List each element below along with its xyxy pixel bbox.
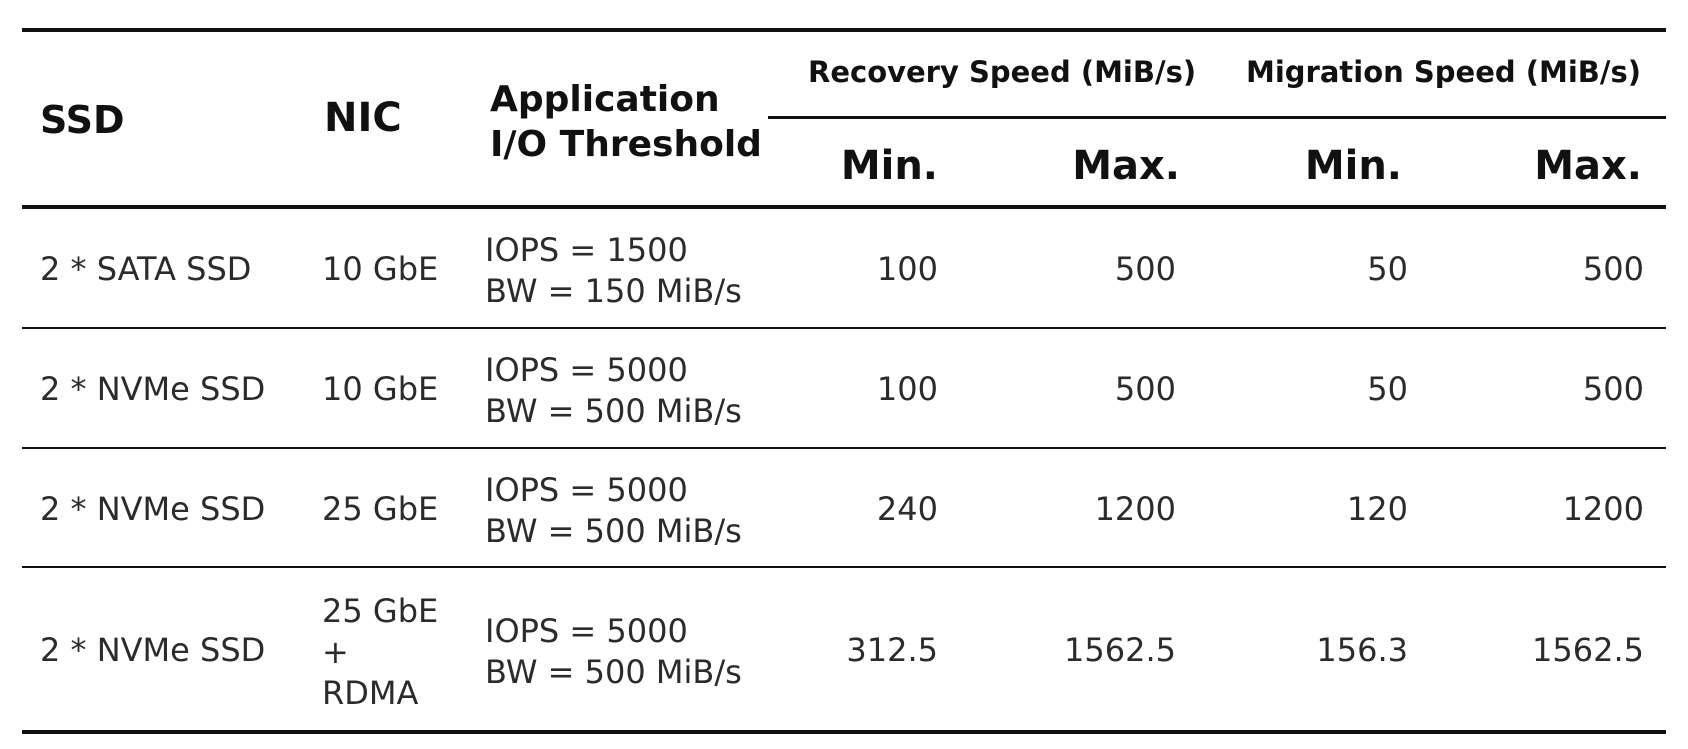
header-application-line1: Application xyxy=(490,79,720,120)
row-divider xyxy=(22,327,1666,329)
table-row-migration-max: 500 xyxy=(1582,370,1644,408)
header-migration-max: Max. xyxy=(1534,143,1642,189)
table-row-recovery-min: 312.5 xyxy=(846,631,938,669)
table-row-recovery-max: 500 xyxy=(1114,370,1176,408)
table-row-recovery-max: 1562.5 xyxy=(1064,631,1176,669)
table-row-nic: 25 GbE + RDMA xyxy=(322,591,438,714)
table-row-iops: IOPS = 5000 xyxy=(485,612,688,650)
header-migration-speed: Migration Speed (MiB/s) xyxy=(1246,55,1641,89)
header-application: Application I/O Threshold xyxy=(490,77,762,167)
table-row-threshold: IOPS = 5000 BW = 500 MiB/s xyxy=(485,611,742,693)
table-row-migration-max: 1562.5 xyxy=(1532,631,1644,669)
header-recovery-min: Min. xyxy=(840,143,938,189)
top-rule xyxy=(22,28,1666,32)
table-row-migration-min: 120 xyxy=(1346,490,1408,528)
table-row-recovery-min: 100 xyxy=(876,250,938,288)
header-recovery-max: Max. xyxy=(1072,143,1180,189)
table-row-recovery-max: 500 xyxy=(1114,250,1176,288)
table-row-migration-min: 50 xyxy=(1367,370,1408,408)
header-application-line2: I/O Threshold xyxy=(490,124,762,165)
table-row-recovery-min: 100 xyxy=(876,370,938,408)
table-row-nic-line1: 25 GbE xyxy=(322,592,439,630)
table-row-recovery-min: 240 xyxy=(876,490,938,528)
table-row-bw: BW = 500 MiB/s xyxy=(485,653,742,691)
header-recovery-speed: Recovery Speed (MiB/s) xyxy=(808,55,1197,89)
table-row-ssd: 2 * NVMe SSD xyxy=(40,370,266,408)
table-row-ssd: 2 * NVMe SSD xyxy=(40,631,266,669)
table-row-bw: BW = 150 MiB/s xyxy=(485,272,742,310)
header-migration-min: Min. xyxy=(1304,143,1402,189)
table-row-nic: 10 GbE xyxy=(322,370,439,408)
header-ssd: SSD xyxy=(40,98,125,142)
table-row-nic-line3: RDMA xyxy=(322,674,419,712)
row-divider xyxy=(22,566,1666,568)
table-row-ssd: 2 * SATA SSD xyxy=(40,250,252,288)
table-row-migration-max: 1200 xyxy=(1562,490,1644,528)
table-row-migration-min: 50 xyxy=(1367,250,1408,288)
table-row-threshold: IOPS = 5000 BW = 500 MiB/s xyxy=(485,350,742,432)
table-row-threshold: IOPS = 5000 BW = 500 MiB/s xyxy=(485,470,742,552)
table-row-iops: IOPS = 5000 xyxy=(485,351,688,389)
table-row-bw: BW = 500 MiB/s xyxy=(485,512,742,550)
table-row-migration-max: 500 xyxy=(1582,250,1644,288)
table-row-recovery-max: 1200 xyxy=(1094,490,1176,528)
bottom-rule xyxy=(22,730,1666,734)
table-row-migration-min: 156.3 xyxy=(1316,631,1408,669)
table-row-threshold: IOPS = 1500 BW = 150 MiB/s xyxy=(485,230,742,312)
header-nic: NIC xyxy=(324,95,402,141)
table-row-nic-line2: + xyxy=(322,633,349,671)
table-row-ssd: 2 * NVMe SSD xyxy=(40,490,266,528)
table-row-nic: 25 GbE xyxy=(322,490,439,528)
table-row-iops: IOPS = 5000 xyxy=(485,471,688,509)
table-row-nic: 10 GbE xyxy=(322,250,439,288)
table-row-iops: IOPS = 1500 xyxy=(485,231,688,269)
group-rule xyxy=(768,116,1666,119)
row-divider xyxy=(22,447,1666,449)
table-row-bw: BW = 500 MiB/s xyxy=(485,392,742,430)
header-bottom-rule xyxy=(22,205,1666,209)
